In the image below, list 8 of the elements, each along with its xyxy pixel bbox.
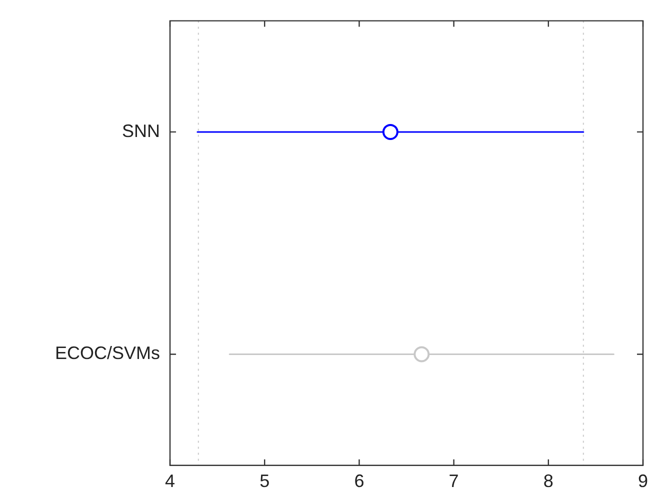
x-tick-label: 9 xyxy=(638,471,648,492)
y-tick-label: ECOC/SVMs xyxy=(54,343,160,364)
x-tick-label: 4 xyxy=(165,471,176,492)
y-tick-label: SNN xyxy=(122,120,160,141)
x-tick-label: 8 xyxy=(543,471,554,492)
x-tick-label: 7 xyxy=(448,471,459,492)
x-tick-label: 6 xyxy=(354,471,364,492)
x-tick-label: 5 xyxy=(260,471,270,492)
